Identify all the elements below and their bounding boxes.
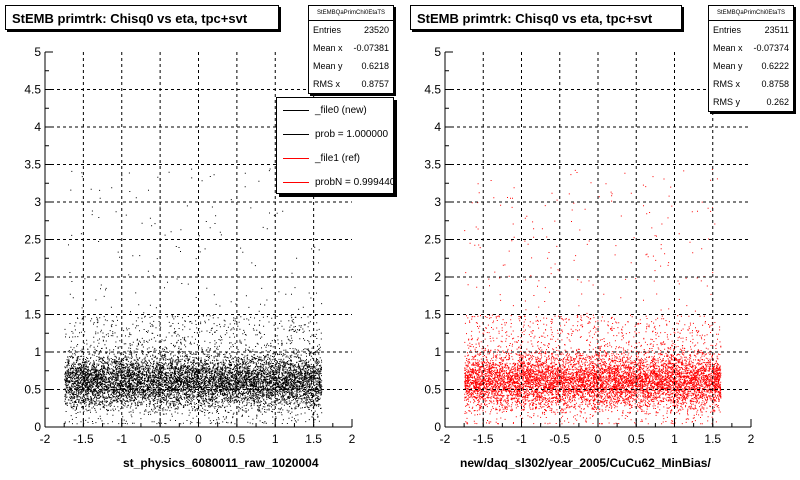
grid	[45, 52, 352, 427]
left-x-axis-label: st_physics_6080011_raw_1020004	[123, 456, 319, 470]
stats-row: Mean x -0.07374	[709, 39, 793, 57]
stats-label: RMS y	[713, 97, 740, 107]
x-tick-label: -1.5	[73, 432, 94, 446]
left-legend: _file0 (new) prob = 1.000000 _file1 (ref) p…	[276, 97, 394, 194]
stats-row: RMS y 0.262	[709, 93, 793, 111]
stats-label: Mean x	[713, 43, 743, 53]
scatter-markers	[464, 168, 722, 425]
x-tick-label: 0.5	[229, 432, 246, 446]
x-tick-label: -1	[516, 432, 527, 446]
stats-row: Mean y 0.6222	[709, 57, 793, 75]
x-tick-label: -2	[40, 432, 51, 446]
right-scatter-plot: -2 -1.5 -1 -0.5 0 0.5 1 1.5 2 0 0.5 1 1.5 2 2.5 3 3.5 4 4.…	[424, 45, 755, 446]
legend-label: prob = 1.000000	[315, 128, 389, 140]
x-tick-label: -0.5	[150, 432, 171, 446]
legend-entry: _file0 (new)	[277, 98, 393, 122]
x-tick-label: 0	[595, 432, 602, 446]
stats-row: Entries 23511	[709, 21, 793, 39]
stats-value: 23511	[764, 25, 789, 35]
y-tick-label: 0.5	[424, 383, 441, 397]
stats-histogram-name: StEMBQaPrimChi0EtaTS	[709, 6, 793, 21]
right-plot-title: StEMB primtrk: Chisq0 vs eta, tpc+svt	[410, 5, 682, 30]
y-tick-label: 4	[34, 120, 41, 134]
y-tick-label: 4	[434, 120, 441, 134]
y-tick-label: 0	[34, 420, 41, 434]
legend-line-marker	[283, 157, 309, 159]
y-tick-label: 4.5	[24, 83, 41, 97]
stats-value: 0.8757	[361, 79, 389, 89]
y-tick-label: 2	[34, 270, 41, 284]
stats-value: 0.8758	[761, 79, 789, 89]
x-tick-label: 0.5	[628, 432, 645, 446]
left-scatter-plot: -2 -1.5 -1 -0.5 0 0.5 1 1.5 2 0 0.5 1 1.5 2 2.5 3 3.5 4 4.…	[24, 45, 356, 446]
right-x-axis-label: new/daq_sl302/year_2005/CuCu62_MinBias/	[460, 456, 711, 470]
scatter-points	[64, 168, 323, 425]
stats-label: Mean y	[313, 61, 343, 71]
y-tick-label: 5	[34, 45, 41, 59]
y-tick-label: 3.5	[24, 158, 41, 172]
left-histogram-pad: -2 -1.5 -1 -0.5 0 0.5 1 1.5 2 0 0.5 1 1.5 2 2.5 3 3.5 4 4.…	[5, 5, 394, 470]
x-tick-label: -1	[116, 432, 127, 446]
left-stats-box: StEMBQaPrimChi0EtaTS Entries 23520 Mean x -0…	[308, 5, 394, 94]
y-tick-label: 2	[434, 270, 441, 284]
x-tick-label: -1.5	[473, 432, 494, 446]
legend-line-marker	[283, 181, 309, 183]
stats-row: RMS x 0.8757	[309, 75, 393, 93]
y-tick-label: 0.5	[24, 383, 41, 397]
y-tick-label: 2.5	[24, 233, 41, 247]
x-tick-label: 1	[671, 432, 678, 446]
stats-row: RMS x 0.8758	[709, 75, 793, 93]
x-tick-label: -0.5	[549, 432, 570, 446]
stats-label: RMS x	[713, 79, 740, 89]
x-tick-label: 1.5	[305, 432, 322, 446]
legend-line-marker	[283, 109, 309, 111]
legend-entry: _file1 (ref)	[277, 146, 393, 170]
legend-entry: probN = 0.999440	[277, 170, 394, 193]
y-tick-label: 2.5	[424, 233, 441, 247]
y-tick-label: 1	[34, 345, 41, 359]
y-tick-label: 1.5	[424, 308, 441, 322]
stats-row: Entries 23520	[309, 21, 393, 39]
legend-label: _file0 (new)	[315, 104, 367, 116]
stats-value: 23520	[363, 25, 389, 35]
x-tick-label: 1.5	[704, 432, 721, 446]
stats-value: 0.262	[766, 97, 789, 107]
scatter-markers	[64, 168, 323, 425]
stats-histogram-name: StEMBQaPrimChi0EtaTS	[309, 6, 393, 21]
x-tick-label: 1	[272, 432, 279, 446]
y-tick-label: 3	[434, 195, 441, 209]
scatter-points	[464, 168, 722, 425]
left-plot-title: StEMB primtrk: Chisq0 vs eta, tpc+svt	[5, 5, 279, 30]
y-tick-label: 4.5	[424, 83, 441, 97]
stats-row: Mean y 0.6218	[309, 57, 393, 75]
stats-label: Entries	[313, 25, 342, 35]
x-tick-label: 2	[748, 432, 755, 446]
stats-value: -0.07374	[753, 43, 789, 53]
y-tick-label: 1	[434, 345, 441, 359]
y-tick-label: 5	[434, 45, 441, 59]
legend-line-marker	[283, 133, 309, 135]
stats-row: Mean x -0.07381	[309, 39, 393, 57]
right-stats-box: StEMBQaPrimChi0EtaTS Entries 23511 Mean x -0…	[708, 5, 794, 112]
legend-entry: prob = 1.000000	[277, 122, 393, 146]
legend-label: probN = 0.999440	[315, 176, 394, 188]
y-tick-label: 0	[434, 420, 441, 434]
x-tick-label: -2	[440, 432, 451, 446]
y-tick-label: 3	[34, 195, 41, 209]
stats-label: RMS x	[313, 79, 340, 89]
stats-value: 0.6222	[761, 61, 789, 71]
legend-label: _file1 (ref)	[315, 152, 361, 164]
x-tick-label: 2	[349, 432, 356, 446]
stats-label: Mean y	[713, 61, 743, 71]
stats-value: -0.07381	[353, 43, 389, 53]
y-tick-label: 1.5	[24, 308, 41, 322]
stats-label: Mean x	[313, 43, 343, 53]
grid	[445, 52, 751, 427]
right-histogram-pad: -2 -1.5 -1 -0.5 0 0.5 1 1.5 2 0 0.5 1 1.5 2 2.5 3 3.5 4 4.…	[400, 0, 800, 480]
stats-value: 0.6218	[361, 61, 389, 71]
x-tick-label: 0	[195, 432, 202, 446]
stats-label: Entries	[713, 25, 742, 35]
y-tick-label: 3.5	[424, 158, 441, 172]
